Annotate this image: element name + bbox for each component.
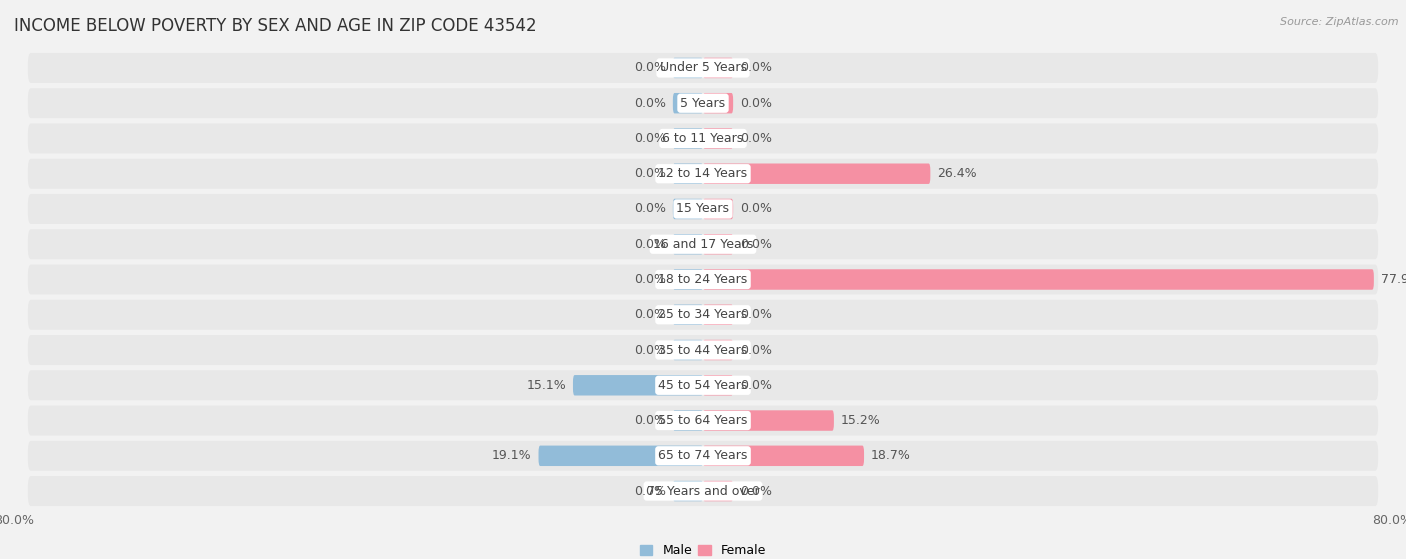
FancyBboxPatch shape	[28, 335, 1378, 365]
Text: 65 to 74 Years: 65 to 74 Years	[658, 449, 748, 462]
Text: Source: ZipAtlas.com: Source: ZipAtlas.com	[1281, 17, 1399, 27]
FancyBboxPatch shape	[28, 406, 1378, 435]
Text: 0.0%: 0.0%	[740, 61, 772, 74]
FancyBboxPatch shape	[673, 163, 703, 184]
Text: 6 to 11 Years: 6 to 11 Years	[662, 132, 744, 145]
Text: 0.0%: 0.0%	[740, 308, 772, 321]
FancyBboxPatch shape	[28, 159, 1378, 189]
Text: 0.0%: 0.0%	[740, 132, 772, 145]
Text: 0.0%: 0.0%	[634, 273, 666, 286]
Text: 0.0%: 0.0%	[634, 132, 666, 145]
FancyBboxPatch shape	[703, 163, 931, 184]
FancyBboxPatch shape	[28, 476, 1378, 506]
FancyBboxPatch shape	[673, 93, 703, 113]
Text: 0.0%: 0.0%	[634, 485, 666, 498]
FancyBboxPatch shape	[28, 370, 1378, 400]
FancyBboxPatch shape	[28, 264, 1378, 295]
FancyBboxPatch shape	[703, 375, 733, 396]
Text: 19.1%: 19.1%	[492, 449, 531, 462]
FancyBboxPatch shape	[673, 410, 703, 431]
Text: 0.0%: 0.0%	[634, 61, 666, 74]
Text: 0.0%: 0.0%	[634, 414, 666, 427]
Text: 18.7%: 18.7%	[870, 449, 911, 462]
FancyBboxPatch shape	[703, 481, 733, 501]
Text: 0.0%: 0.0%	[740, 485, 772, 498]
Text: 0.0%: 0.0%	[634, 202, 666, 215]
Text: 55 to 64 Years: 55 to 64 Years	[658, 414, 748, 427]
Text: 0.0%: 0.0%	[634, 344, 666, 357]
Text: 0.0%: 0.0%	[740, 379, 772, 392]
FancyBboxPatch shape	[673, 269, 703, 290]
FancyBboxPatch shape	[703, 269, 1374, 290]
Text: 0.0%: 0.0%	[634, 308, 666, 321]
FancyBboxPatch shape	[28, 300, 1378, 330]
FancyBboxPatch shape	[673, 481, 703, 501]
FancyBboxPatch shape	[538, 446, 703, 466]
Text: Under 5 Years: Under 5 Years	[659, 61, 747, 74]
Text: 5 Years: 5 Years	[681, 97, 725, 110]
FancyBboxPatch shape	[28, 53, 1378, 83]
FancyBboxPatch shape	[703, 128, 733, 149]
FancyBboxPatch shape	[28, 88, 1378, 118]
Text: 0.0%: 0.0%	[740, 238, 772, 251]
Text: 0.0%: 0.0%	[740, 202, 772, 215]
FancyBboxPatch shape	[673, 199, 703, 219]
Text: 0.0%: 0.0%	[740, 97, 772, 110]
FancyBboxPatch shape	[28, 194, 1378, 224]
FancyBboxPatch shape	[703, 446, 865, 466]
FancyBboxPatch shape	[673, 340, 703, 360]
Text: 45 to 54 Years: 45 to 54 Years	[658, 379, 748, 392]
Text: 0.0%: 0.0%	[740, 344, 772, 357]
FancyBboxPatch shape	[673, 58, 703, 78]
FancyBboxPatch shape	[673, 305, 703, 325]
FancyBboxPatch shape	[703, 410, 834, 431]
FancyBboxPatch shape	[703, 340, 733, 360]
Legend: Male, Female: Male, Female	[636, 539, 770, 559]
Text: 15 Years: 15 Years	[676, 202, 730, 215]
FancyBboxPatch shape	[703, 234, 733, 254]
FancyBboxPatch shape	[28, 229, 1378, 259]
Text: 0.0%: 0.0%	[634, 167, 666, 180]
FancyBboxPatch shape	[673, 234, 703, 254]
Text: 77.9%: 77.9%	[1381, 273, 1406, 286]
Text: 26.4%: 26.4%	[938, 167, 977, 180]
Text: 35 to 44 Years: 35 to 44 Years	[658, 344, 748, 357]
Text: 0.0%: 0.0%	[634, 238, 666, 251]
FancyBboxPatch shape	[574, 375, 703, 396]
Text: 16 and 17 Years: 16 and 17 Years	[652, 238, 754, 251]
Text: 18 to 24 Years: 18 to 24 Years	[658, 273, 748, 286]
FancyBboxPatch shape	[703, 199, 733, 219]
Text: 75 Years and over: 75 Years and over	[647, 485, 759, 498]
Text: INCOME BELOW POVERTY BY SEX AND AGE IN ZIP CODE 43542: INCOME BELOW POVERTY BY SEX AND AGE IN Z…	[14, 17, 537, 35]
Text: 15.2%: 15.2%	[841, 414, 880, 427]
FancyBboxPatch shape	[703, 58, 733, 78]
Text: 15.1%: 15.1%	[526, 379, 567, 392]
Text: 0.0%: 0.0%	[634, 97, 666, 110]
FancyBboxPatch shape	[703, 305, 733, 325]
FancyBboxPatch shape	[703, 93, 733, 113]
FancyBboxPatch shape	[28, 124, 1378, 153]
Text: 12 to 14 Years: 12 to 14 Years	[658, 167, 748, 180]
FancyBboxPatch shape	[673, 128, 703, 149]
Text: 25 to 34 Years: 25 to 34 Years	[658, 308, 748, 321]
FancyBboxPatch shape	[28, 441, 1378, 471]
